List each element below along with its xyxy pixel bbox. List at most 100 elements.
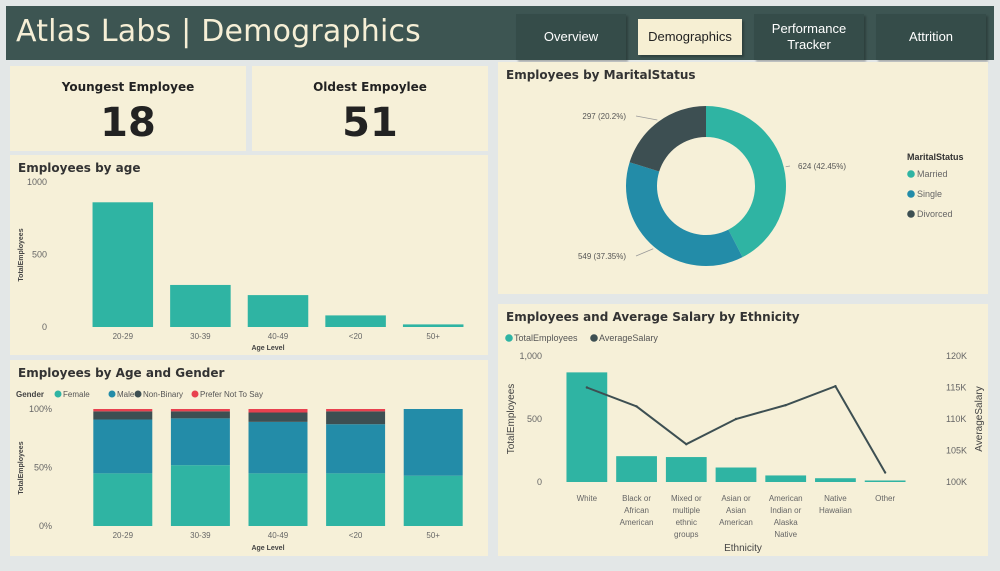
x-tick-label: Black or African American xyxy=(620,494,654,527)
y2-tick-label: 110K xyxy=(946,414,966,424)
bar-other xyxy=(864,480,906,482)
bar-30-39-prefer-not-to-say xyxy=(170,409,230,412)
y2-axis-title: AverageSalary xyxy=(974,386,985,451)
x-tick-label: <20 xyxy=(349,332,363,341)
bar-mixed-or-multiple-ethnic-groups xyxy=(665,457,707,482)
bar-30-39-non-binary xyxy=(170,411,230,419)
age-gender-chart: Gender Female Male Non-Binary Prefer Not To … xyxy=(16,390,463,552)
tab-demographics[interactable]: Demographics xyxy=(638,19,742,55)
data-label-single: 549 (37.35%) xyxy=(578,252,626,261)
data-label-married: 624 (42.45%) xyxy=(798,162,846,171)
legend-title: Gender xyxy=(16,390,44,399)
age-chart-panel: Employees by age 0 500 1000 TotalEmployees 2… xyxy=(10,155,488,355)
bar-native-hawaiian xyxy=(815,478,856,482)
tab-attrition[interactable]: Attrition xyxy=(876,14,986,60)
salary-point-asian-or-asian-american xyxy=(734,417,738,421)
kpi-youngest-card: Youngest Employee 18 xyxy=(10,66,246,151)
bar-50 xyxy=(402,324,464,327)
legend-swatch-totalemployees xyxy=(505,334,513,342)
legend-swatch-married xyxy=(907,170,915,178)
x-axis-title: Age Level xyxy=(251,345,284,352)
bar-30-39-female xyxy=(170,465,230,526)
bar-20-29-non-binary xyxy=(93,411,153,420)
x-tick-label: 50+ xyxy=(426,531,440,540)
legend-label-married: Married xyxy=(917,169,948,179)
y-tick-label: 100% xyxy=(29,404,52,414)
tab-performance-tracker[interactable]: Performance Tracker xyxy=(754,14,864,60)
x-tick-label: 40-49 xyxy=(268,531,289,540)
bar-50-female xyxy=(403,475,463,526)
y-axis-title: TotalEmployees xyxy=(18,228,25,281)
ethnicity-chart-panel: Employees and Average Salary by Ethnicit… xyxy=(498,304,988,556)
x-tick-label: Asian or Asian American xyxy=(719,494,753,527)
bar-american-indian-or-alaska-native xyxy=(765,475,807,482)
y-tick-label: 500 xyxy=(527,414,542,424)
x-tick-label: <20 xyxy=(349,531,363,540)
legend-swatch-male xyxy=(108,390,116,398)
bar-asian-or-asian-american xyxy=(715,467,757,482)
legend-label-totalemployees: TotalEmployees xyxy=(514,333,578,343)
bar-30-39-male xyxy=(170,418,230,466)
kpi-youngest-label: Youngest Employee xyxy=(61,80,195,94)
legend-label-divorced: Divorced xyxy=(917,209,953,219)
data-label-divorced: 297 (20.2%) xyxy=(582,112,626,121)
marital-chart-panel: Employees by MaritalStatus 624 (42.45%) 5… xyxy=(498,62,988,294)
y-tick-label: 1,000 xyxy=(519,351,542,361)
y2-tick-label: 105K xyxy=(946,446,967,456)
age-chart: 0 500 1000 TotalEmployees 20-29 30-39 40-49 <20… xyxy=(18,177,464,352)
header-bar: Atlas Labs | Demographics Overview Demog… xyxy=(6,6,994,60)
age-gender-chart-panel: Employees by Age and Gender Gender Female… xyxy=(10,360,488,556)
x-tick-label: Other xyxy=(875,494,895,503)
bar-20-prefer-not-to-say xyxy=(326,409,386,412)
ethnicity-chart-title: Employees and Average Salary by Ethnicit… xyxy=(506,310,800,324)
tab-overview[interactable]: Overview xyxy=(516,14,626,60)
legend-swatch-averagesalary xyxy=(590,334,598,342)
legend-label-averagesalary: AverageSalary xyxy=(599,333,658,343)
x-tick-label: 50+ xyxy=(426,332,440,341)
bar-40-49-female xyxy=(248,473,308,526)
salary-point-other xyxy=(883,471,887,474)
legend-swatch-female xyxy=(54,390,62,398)
age-chart-title: Employees by age xyxy=(18,161,141,175)
bar-20-29-male xyxy=(93,419,153,474)
bar-20-29 xyxy=(92,202,154,327)
x-tick-label: 20-29 xyxy=(113,531,134,540)
legend-label-single: Single xyxy=(917,189,942,199)
y-tick-label: 50% xyxy=(34,463,52,473)
legend-label-male: Male xyxy=(117,390,135,399)
y-tick-label: 0% xyxy=(39,521,52,531)
y-tick-label: 500 xyxy=(32,250,47,260)
bar-white xyxy=(566,372,608,482)
age-gender-chart-title: Employees by Age and Gender xyxy=(18,366,225,380)
legend-label-non-binary: Non-Binary xyxy=(143,390,183,399)
kpi-oldest-card: Oldest Empoylee 51 xyxy=(252,66,488,151)
x-axis-title: Ethnicity xyxy=(724,543,762,554)
kpi-youngest-value: 18 xyxy=(100,100,156,146)
page-title: Atlas Labs | Demographics xyxy=(16,14,422,49)
bar-20-non-binary xyxy=(326,411,386,425)
marital-chart: 624 (42.45%) 549 (37.35%) 297 (20.2%) Marit… xyxy=(578,106,964,266)
x-tick-label: 30-39 xyxy=(190,531,211,540)
bar-black-or-african-american xyxy=(616,456,657,482)
bar-20-male xyxy=(326,424,386,474)
legend-swatch-divorced xyxy=(907,210,915,218)
bar-30-39 xyxy=(170,284,231,327)
leader-line xyxy=(635,115,658,121)
slice-single xyxy=(626,162,743,266)
x-tick-label: 30-39 xyxy=(190,332,211,341)
salary-point-black-or-african-american xyxy=(635,405,638,408)
legend-swatch-non-binary xyxy=(134,390,142,398)
bar-40-49 xyxy=(247,295,309,327)
bar-20-female xyxy=(326,473,386,526)
x-axis-title: Age Level xyxy=(251,545,284,552)
bar-40-49-non-binary xyxy=(248,412,308,422)
salary-point-mixed-or-multiple-ethnic-groups xyxy=(685,443,688,446)
kpi-oldest-value: 51 xyxy=(342,100,398,146)
kpi-oldest-label: Oldest Empoylee xyxy=(313,80,427,94)
x-tick-label: Mixed or multiple ethnic groups xyxy=(671,494,702,539)
slice-divorced xyxy=(629,106,706,172)
legend-title: MaritalStatus xyxy=(907,152,964,162)
slice-married xyxy=(706,106,786,258)
bar-40-49-male xyxy=(248,421,308,474)
bar-20-29-prefer-not-to-say xyxy=(93,409,153,412)
